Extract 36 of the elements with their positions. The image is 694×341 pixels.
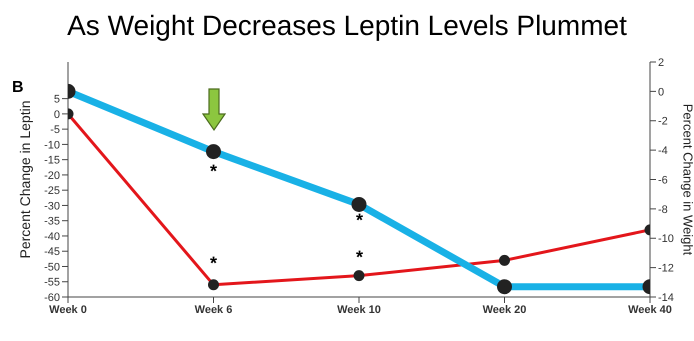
y-tick-label: -20 xyxy=(44,170,60,182)
x-tick-label: Week 0 xyxy=(49,304,87,316)
text: B xyxy=(12,79,24,96)
y2-tick-label: -8 xyxy=(658,204,668,216)
y2-tick-label: 2 xyxy=(658,56,664,69)
y2-tick-label: -12 xyxy=(658,262,674,275)
y2-axis-title: Percent Change in Weight xyxy=(680,104,694,256)
y-tick-label: -55 xyxy=(44,276,60,289)
x-tick-label: Week 10 xyxy=(337,304,381,316)
y2-tick-label: -4 xyxy=(658,145,668,158)
x-tick-label: Week 20 xyxy=(482,304,526,316)
y2-tick-label: 0 xyxy=(658,86,664,98)
annotation: * xyxy=(210,161,218,181)
y-tick-label: -5 xyxy=(50,124,60,136)
y-tick-label: -15 xyxy=(44,154,60,167)
x-tick-label: Week 40 xyxy=(628,304,672,316)
y-tick-label: -25 xyxy=(44,185,60,198)
y-tick-label: -60 xyxy=(44,292,60,304)
y-axis-title: Percent Change in Leptin xyxy=(16,100,33,258)
y-tick-label: -10 xyxy=(44,139,60,152)
annotation: * xyxy=(210,253,218,273)
y-tick-label: -45 xyxy=(44,246,60,258)
y-tick-label: -50 xyxy=(44,261,60,274)
annotation: * xyxy=(356,210,364,230)
x-tick-label: Week 6 xyxy=(194,304,232,316)
y-tick-label: -40 xyxy=(44,230,60,243)
y2-tick-label: -10 xyxy=(658,233,674,246)
chart-title: As Weight Decreases Leptin Levels Plummet xyxy=(66,10,628,42)
y2-tick-label: -14 xyxy=(658,292,674,304)
y2-tick-label: -2 xyxy=(658,116,668,128)
y-tick-label: 5 xyxy=(54,94,60,106)
y-tick-label: -30 xyxy=(44,200,60,212)
y-tick-label: 0 xyxy=(54,108,60,121)
y-tick-label: -35 xyxy=(44,216,60,228)
y2-tick-label: -6 xyxy=(658,174,668,186)
annotation: * xyxy=(356,247,364,267)
